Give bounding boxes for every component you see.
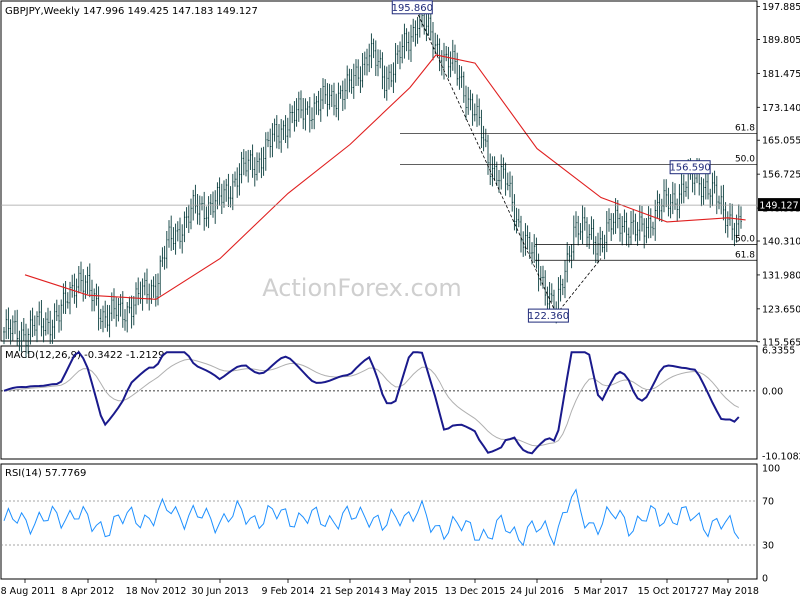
x-axis-tick-label: 3 May 2015 bbox=[382, 586, 438, 597]
price-annotation-label: 122.360 bbox=[528, 311, 569, 322]
watermark: ActionForex.com bbox=[262, 274, 462, 302]
price-y-tick-label: 123.650 bbox=[762, 304, 800, 315]
rsi-y-tick-label: 0 bbox=[762, 574, 768, 585]
fib-level-label: 50.0 bbox=[735, 234, 755, 244]
macd-y-tick-label: 6.3355 bbox=[762, 346, 795, 357]
x-axis-tick-label: 21 Sep 2014 bbox=[320, 586, 380, 597]
x-axis-tick-label: 18 Nov 2012 bbox=[126, 586, 187, 597]
trend-line-up bbox=[556, 258, 602, 315]
moving-average-line bbox=[24, 54, 746, 300]
price-y-tick-label: 173.140 bbox=[762, 103, 800, 114]
price-y-tick-label: 197.885 bbox=[762, 2, 800, 13]
macd-panel bbox=[0, 345, 758, 460]
price-panel bbox=[0, 0, 758, 342]
price-y-tick-label: 156.725 bbox=[762, 170, 800, 181]
rsi-title: RSI(14) 57.7769 bbox=[5, 468, 86, 479]
fib-level-label: 61.8 bbox=[735, 124, 755, 134]
price-y-tick-label: 165.055 bbox=[762, 136, 800, 147]
x-axis-tick-label: 8 Apr 2012 bbox=[62, 586, 115, 597]
price-y-tick-label: 131.980 bbox=[762, 270, 800, 281]
fib-level-label: 50.0 bbox=[735, 154, 755, 164]
price-annotation-label: 156.590 bbox=[669, 163, 710, 174]
macd-y-tick-label: -10.1082 bbox=[762, 452, 800, 463]
rsi-y-tick-label: 30 bbox=[762, 541, 774, 552]
price-title: GBPJPY,Weekly 147.996 149.425 147.183 14… bbox=[5, 6, 258, 17]
price-annotation-box bbox=[527, 308, 569, 323]
macd-title: MACD(12,26,9) -0.3422 -1.2129 bbox=[5, 350, 165, 361]
x-axis-tick-label: 28 Aug 2011 bbox=[0, 586, 55, 597]
macd-y-tick-label: 0.00 bbox=[762, 386, 783, 397]
price-annotation-label: 195.860 bbox=[392, 3, 433, 14]
rsi-line bbox=[3, 488, 740, 547]
price-y-tick-label: 115.565 bbox=[762, 337, 800, 348]
x-axis-tick-label: 15 Oct 2017 bbox=[638, 586, 697, 597]
x-axis-tick-label: 27 May 2018 bbox=[697, 586, 759, 597]
rsi-y-tick-label: 100 bbox=[762, 464, 780, 475]
fib-level-label: 61.8 bbox=[735, 250, 755, 260]
price-annotation-box bbox=[391, 0, 433, 15]
rsi-y-tick-label: 70 bbox=[762, 497, 774, 508]
x-axis-tick-label: 9 Feb 2014 bbox=[261, 586, 314, 597]
last-price-tag-label: 149.127 bbox=[759, 201, 798, 212]
macd-signal-line bbox=[3, 358, 740, 447]
price-y-tick-label: 140.310 bbox=[762, 237, 800, 248]
price-y-tick-label: 181.475 bbox=[762, 69, 800, 80]
x-axis-tick-label: 30 Jun 2013 bbox=[191, 586, 248, 597]
x-axis-tick-label: 24 Jul 2016 bbox=[510, 586, 564, 597]
macd-line bbox=[3, 350, 740, 455]
price-annotation-box bbox=[669, 160, 711, 175]
price-y-tick-label: 189.805 bbox=[762, 35, 800, 46]
last-price-tag bbox=[758, 198, 800, 212]
x-axis-tick-label: 5 Mar 2017 bbox=[574, 586, 628, 597]
x-axis-tick-label: 13 Dec 2015 bbox=[445, 586, 506, 597]
rsi-panel bbox=[0, 463, 758, 580]
